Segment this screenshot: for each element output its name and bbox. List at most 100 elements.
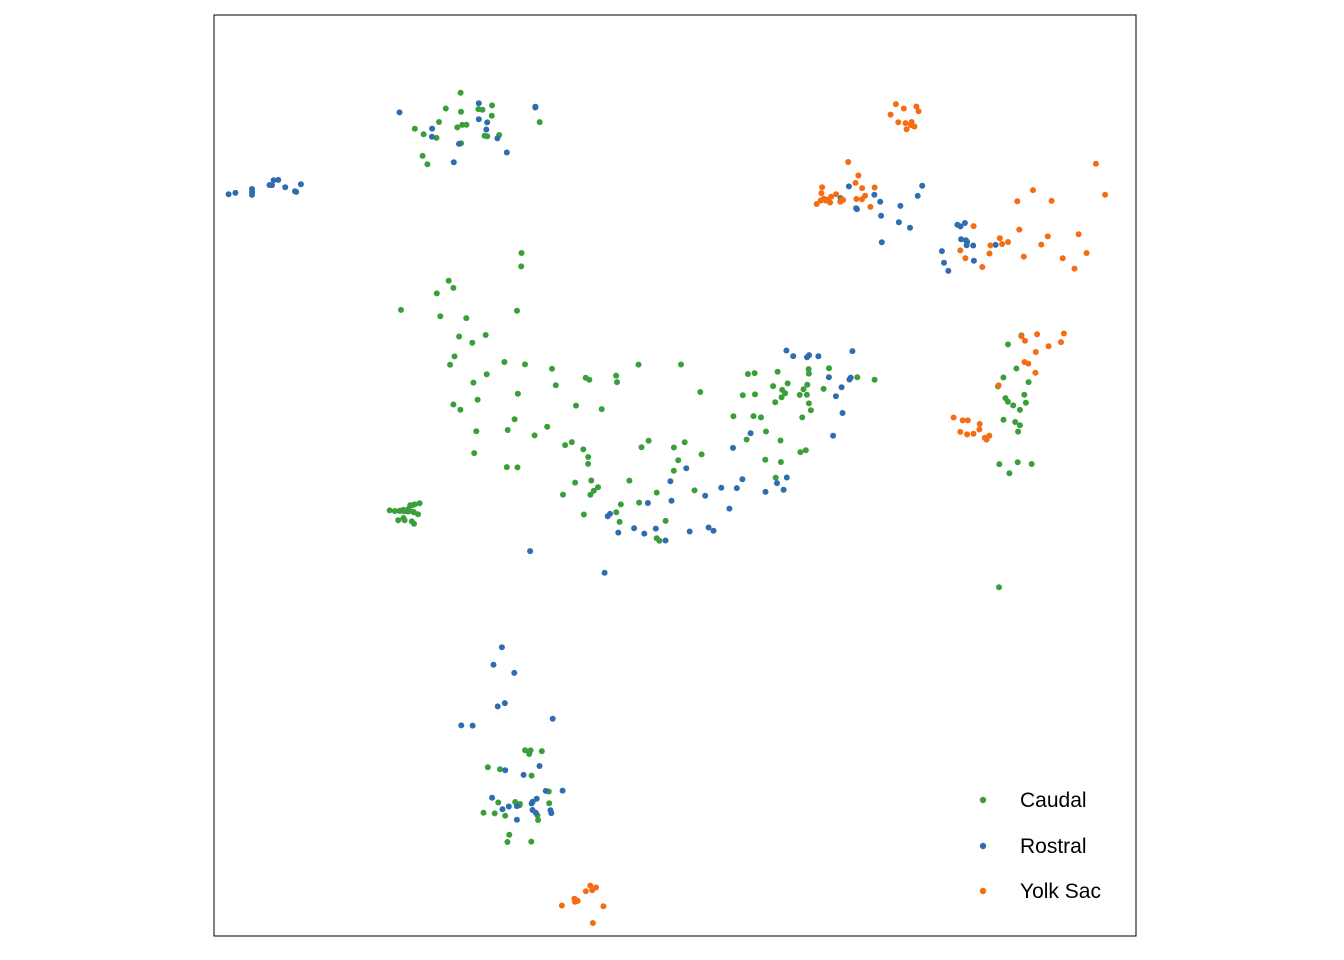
point-rostral xyxy=(652,525,659,532)
point-yolk-sac xyxy=(999,241,1006,247)
point-caudal xyxy=(587,491,594,498)
point-caudal xyxy=(391,508,398,514)
point-caudal xyxy=(799,414,806,421)
point-caudal xyxy=(1021,391,1028,398)
point-yolk-sac xyxy=(862,192,869,199)
point-rostral xyxy=(938,248,945,255)
point-caudal xyxy=(514,464,521,471)
point-yolk-sac xyxy=(1032,349,1039,355)
point-caudal xyxy=(411,125,418,132)
point-yolk-sac xyxy=(902,120,909,127)
point-caudal xyxy=(552,382,559,389)
point-rostral xyxy=(498,644,505,651)
point-yolk-sac xyxy=(1058,339,1064,346)
point-rostral xyxy=(941,259,947,266)
point-rostral xyxy=(644,500,651,506)
point-rostral xyxy=(456,140,462,147)
point-caudal xyxy=(504,427,511,433)
point-caudal xyxy=(1014,459,1021,466)
point-caudal xyxy=(626,477,633,484)
point-rostral xyxy=(853,205,860,212)
point-caudal xyxy=(459,121,466,128)
point-caudal xyxy=(588,477,595,484)
point-caudal xyxy=(397,507,404,514)
point-yolk-sac xyxy=(1038,241,1045,248)
point-yolk-sac xyxy=(1018,333,1025,340)
point-rostral xyxy=(249,191,255,198)
point-caudal xyxy=(411,520,417,527)
point-caudal xyxy=(751,370,758,377)
point-yolk-sac xyxy=(987,242,994,249)
point-caudal xyxy=(691,487,698,494)
point-caudal xyxy=(401,517,408,524)
point-yolk-sac xyxy=(1016,226,1023,233)
point-rostral xyxy=(877,198,884,205)
point-rostral xyxy=(783,474,790,481)
point-caudal xyxy=(450,401,457,408)
point-caudal xyxy=(777,459,784,465)
point-rostral xyxy=(790,353,797,360)
point-rostral xyxy=(838,384,845,391)
point-caudal xyxy=(675,457,682,464)
point-yolk-sac xyxy=(839,196,845,203)
point-rostral xyxy=(396,109,403,116)
point-caudal xyxy=(697,389,704,395)
point-rostral xyxy=(958,236,965,243)
point-rostral xyxy=(490,661,497,668)
point-yolk-sac xyxy=(1071,265,1078,272)
point-caudal xyxy=(445,277,452,284)
point-caudal xyxy=(483,371,490,378)
point-caudal xyxy=(410,508,417,515)
point-caudal xyxy=(698,451,705,458)
point-caudal xyxy=(772,474,779,481)
point-caudal xyxy=(681,439,688,446)
point-caudal xyxy=(598,406,605,413)
point-yolk-sac xyxy=(981,434,988,441)
point-rostral xyxy=(505,803,512,810)
point-caudal xyxy=(804,381,811,388)
point-caudal xyxy=(744,371,751,377)
point-rostral xyxy=(733,485,740,492)
point-caudal xyxy=(433,134,440,141)
point-caudal xyxy=(805,366,812,373)
point-rostral xyxy=(458,722,465,729)
point-caudal xyxy=(1000,416,1007,423)
point-caudal xyxy=(777,437,784,444)
legend-key-yolk-sac xyxy=(979,887,987,895)
point-caudal xyxy=(1012,419,1019,425)
point-caudal xyxy=(1006,470,1013,477)
point-caudal xyxy=(497,766,503,773)
point-caudal xyxy=(424,161,431,168)
point-rostral xyxy=(718,484,725,491)
point-caudal xyxy=(560,491,566,498)
point-caudal xyxy=(805,400,812,407)
point-caudal xyxy=(613,372,620,379)
point-yolk-sac xyxy=(986,432,993,439)
point-rostral xyxy=(668,497,675,504)
point-yolk-sac xyxy=(1025,360,1032,367)
point-caudal xyxy=(743,436,750,443)
point-caudal xyxy=(1000,374,1007,381)
point-caudal xyxy=(518,263,525,270)
point-yolk-sac xyxy=(1045,343,1052,350)
point-caudal xyxy=(1028,461,1035,467)
point-rostral xyxy=(961,220,968,226)
point-caudal xyxy=(536,119,543,126)
point-yolk-sac xyxy=(818,190,825,197)
point-rostral xyxy=(662,537,669,544)
point-yolk-sac xyxy=(820,195,827,202)
point-rostral xyxy=(270,177,277,184)
point-yolk-sac xyxy=(582,888,589,895)
point-yolk-sac xyxy=(845,159,852,165)
point-caudal xyxy=(504,839,511,845)
point-yolk-sac xyxy=(813,201,820,207)
point-yolk-sac xyxy=(853,196,860,202)
point-caudal xyxy=(670,444,677,451)
point-rostral xyxy=(970,242,977,249)
legend-label-rostral: Rostral xyxy=(1020,835,1087,858)
point-caudal xyxy=(518,250,525,256)
point-caudal xyxy=(807,407,814,414)
point-yolk-sac xyxy=(558,902,565,909)
point-yolk-sac xyxy=(986,250,993,257)
point-rostral xyxy=(847,374,854,381)
